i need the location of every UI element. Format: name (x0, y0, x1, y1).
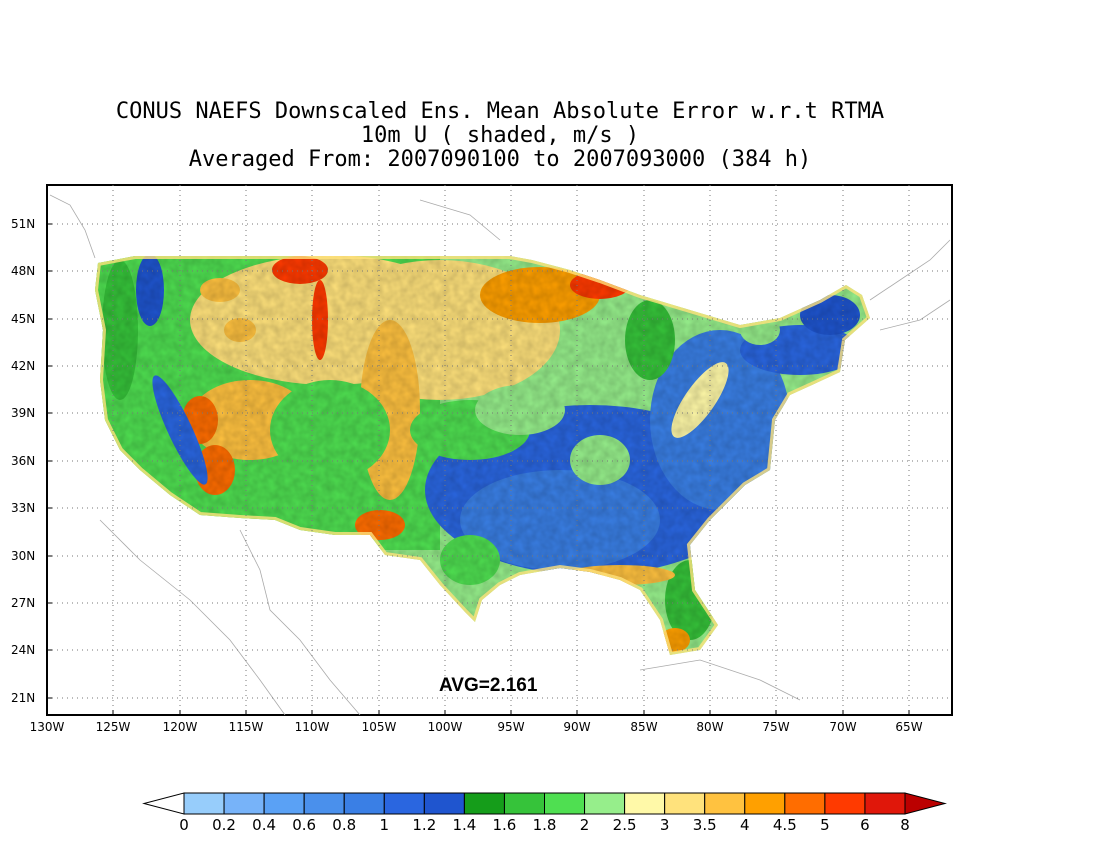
colorbar-label: 3.5 (693, 816, 717, 834)
colorbar-label: 0.8 (332, 816, 356, 834)
colorbar-label: 0.4 (252, 816, 276, 834)
colorbar-swatch (544, 792, 586, 815)
colorbar-swatch (864, 792, 906, 815)
colorbar-over-arrow (904, 792, 947, 815)
colorbar-swatch (383, 792, 425, 815)
colorbar-label: 0.2 (212, 816, 236, 834)
lat-label: 42N (11, 359, 35, 373)
colorbar-swatch (183, 792, 225, 815)
lon-label: 80W (696, 720, 723, 734)
colorbar-label: 3 (660, 816, 670, 834)
colorbar-label: 6 (860, 816, 870, 834)
lat-label: 51N (11, 217, 35, 231)
lat-label: 33N (11, 501, 35, 515)
lat-label: 27N (11, 596, 35, 610)
colorbar-swatch (423, 792, 465, 815)
colorbar-swatch (824, 792, 866, 815)
lat-label: 39N (11, 406, 35, 420)
colorbar-label: 4.5 (773, 816, 797, 834)
lat-label: 21N (11, 691, 35, 705)
colorbar-label: 2.5 (613, 816, 637, 834)
map-title: CONUS NAEFS Downscaled Ens. Mean Absolut… (0, 100, 1000, 172)
latitude-labels: 51N 48N 45N 42N 39N 36N 33N 30N 27N 24N … (11, 217, 35, 705)
colorbar-swatch (343, 792, 385, 815)
title-line-1: CONUS NAEFS Downscaled Ens. Mean Absolut… (115, 99, 885, 124)
lon-label: 105W (362, 720, 397, 734)
colorbar-swatch (263, 792, 305, 815)
colorbar-label: 8 (900, 816, 910, 834)
colorbar-swatch (664, 792, 706, 815)
colorbar-swatch (624, 792, 666, 815)
colorbar-swatch (303, 792, 345, 815)
longitude-labels: 130W 125W 120W 115W 110W 105W 100W 95W 9… (30, 720, 923, 734)
colorbar-label: 1.2 (412, 816, 436, 834)
lon-label: 65W (895, 720, 922, 734)
lon-label: 110W (295, 720, 330, 734)
lon-label: 75W (762, 720, 789, 734)
lon-label: 95W (497, 720, 524, 734)
lat-label: 30N (11, 549, 35, 563)
lon-label: 120W (163, 720, 198, 734)
title-line-3: Averaged From: 2007090100 to 2007093000 … (188, 147, 812, 172)
colorbar-label: 5 (820, 816, 830, 834)
tick-marks (47, 223, 910, 715)
colorbar-swatch (784, 792, 826, 815)
lon-label: 70W (829, 720, 856, 734)
colorbar-swatch (704, 792, 746, 815)
graticule (47, 185, 952, 715)
colorbar-label: 1.4 (452, 816, 476, 834)
background-coastlines (49, 194, 951, 715)
colorbar-swatch (463, 792, 505, 815)
title-line-2: 10m U ( shaded, m/s ) (360, 123, 640, 148)
lat-label: 36N (11, 454, 35, 468)
colorbar-label: 1.8 (533, 816, 557, 834)
lat-label: 45N (11, 312, 35, 326)
lon-label: 100W (428, 720, 463, 734)
colorbar-label: 1 (380, 816, 390, 834)
colorbar: 0 0.2 0.4 0.6 0.8 1 1.2 1.4 1.6 1.8 2 2.5 3 3.5 4 4.5 5 6… (142, 792, 947, 834)
colorbar-swatch (584, 792, 626, 815)
lat-label: 48N (11, 264, 35, 278)
lat-label: 24N (11, 643, 35, 657)
colorbar-label: 1.6 (493, 816, 517, 834)
colorbar-under-arrow (142, 792, 185, 815)
colorbar-label: 4 (740, 816, 750, 834)
lon-label: 90W (563, 720, 590, 734)
colorbar-label: 0 (179, 816, 189, 834)
colorbar-swatch (744, 792, 786, 815)
colorbar-swatch (503, 792, 546, 815)
lon-label: 85W (630, 720, 657, 734)
lon-label: 130W (30, 720, 65, 734)
lon-label: 125W (96, 720, 131, 734)
average-value: AVG=2.161 (439, 675, 538, 696)
colorbar-swatch (223, 792, 265, 815)
lon-label: 115W (229, 720, 264, 734)
colorbar-label: 2 (580, 816, 590, 834)
colorbar-label: 0.6 (292, 816, 316, 834)
